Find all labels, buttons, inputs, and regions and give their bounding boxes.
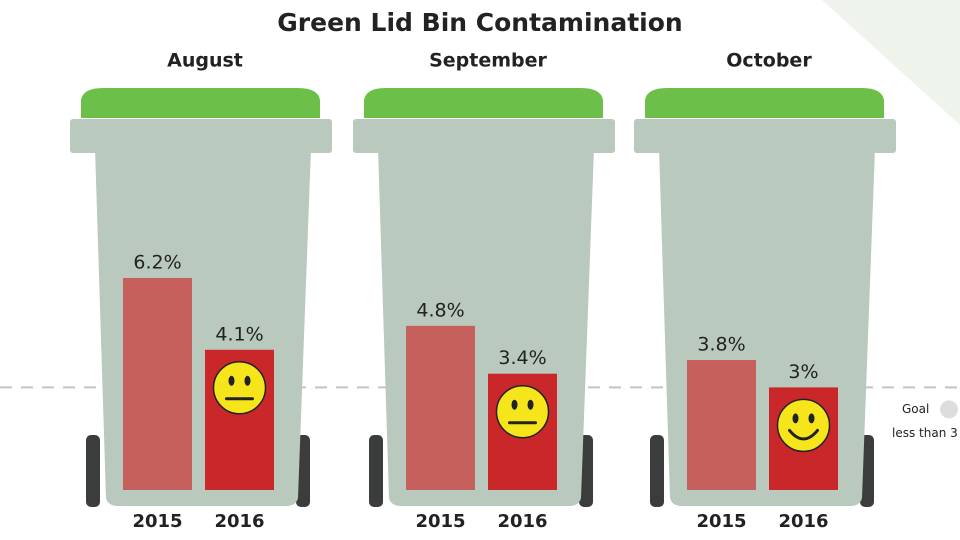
bar [406, 325, 475, 490]
face-eye [244, 375, 251, 386]
value-label: 3.4% [498, 347, 546, 369]
month-label: October [726, 50, 812, 72]
face [495, 384, 550, 439]
face-eye [792, 413, 799, 424]
face [776, 398, 831, 453]
face-eye [511, 399, 518, 410]
value-label: 3.8% [697, 334, 745, 356]
bin-lid [81, 88, 320, 118]
bin-wheel [369, 435, 383, 507]
face-eye [228, 375, 235, 386]
month-label: August [167, 50, 243, 72]
value-label: 4.1% [215, 323, 263, 345]
year-label: 2016 [214, 511, 264, 532]
bar [123, 277, 192, 490]
year-label: 2016 [778, 511, 828, 532]
goal-face [940, 400, 958, 419]
face-eye [808, 413, 815, 424]
year-label: 2015 [696, 511, 746, 532]
value-label: 4.8% [416, 299, 464, 321]
value-label: 6.2% [133, 251, 181, 273]
bar [687, 360, 756, 490]
bin-lid [364, 88, 603, 118]
goal-label: less than 3 [892, 426, 958, 440]
bin-wheel [86, 435, 100, 507]
bin-lid [645, 88, 884, 118]
face [212, 361, 267, 415]
chart-title: Green Lid Bin Contamination [277, 8, 682, 37]
bin-wheel [650, 435, 664, 507]
month-label: September [429, 50, 547, 72]
bin-rim [70, 119, 332, 153]
year-label: 2016 [497, 511, 547, 532]
bin-rim [634, 119, 896, 153]
face-eye [527, 399, 534, 410]
bin-rim [353, 119, 615, 153]
year-label: 2015 [132, 511, 182, 532]
year-label: 2015 [415, 511, 465, 532]
corner-decoration [822, 0, 960, 125]
face-mouth [788, 428, 819, 441]
goal-title: Goal [902, 402, 929, 416]
value-label: 3% [788, 361, 818, 383]
